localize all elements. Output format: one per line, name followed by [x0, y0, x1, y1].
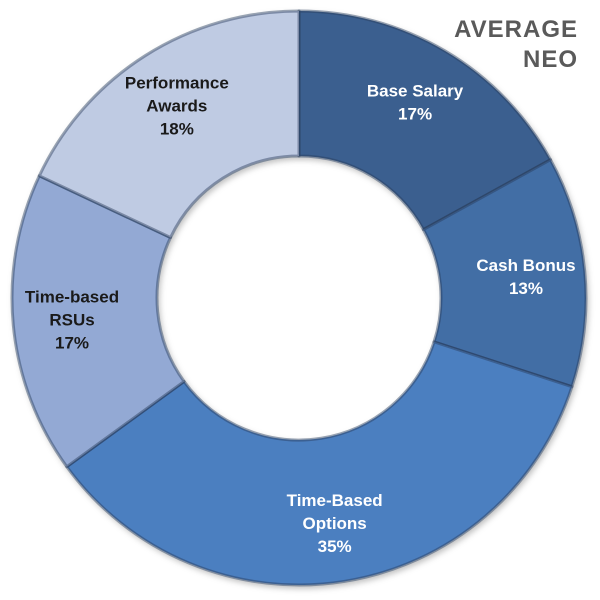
slice-4-label-line-1: Awards — [146, 96, 207, 115]
slice-3-value-label: 17% — [55, 333, 89, 352]
slice-0-label-line-0: Base Salary — [367, 81, 464, 100]
donut-slice-3 — [10, 174, 186, 469]
chart-labels: Base Salary 17% Cash Bonus 13% Time-Based Opt… — [25, 73, 576, 556]
chart-title-line-1: AVERAGE — [454, 16, 578, 43]
slice-1-label-line-0: Cash Bonus — [476, 256, 575, 275]
slice-1-value-label: 13% — [509, 279, 543, 298]
slice-2-label-line-1: Options — [303, 514, 367, 533]
donut-slice-2 — [65, 340, 574, 587]
chart-title: AVERAGE NEO — [454, 16, 578, 73]
slice-4-value-label: 18% — [160, 119, 194, 138]
slice-3-label-line-0: Time-based — [25, 287, 119, 306]
chart-title-line-2: NEO — [523, 46, 578, 73]
chart-slices — [10, 9, 588, 587]
donut-slice-0 — [297, 9, 552, 232]
slice-3-label-line-1: RSUs — [49, 310, 94, 329]
slice-0-value-label: 17% — [398, 104, 432, 123]
slice-2-label-line-0: Time-Based — [287, 491, 383, 510]
donut-slice-1 — [421, 158, 588, 389]
donut-slice-4 — [37, 9, 301, 240]
slice-4-label-line-0: Performance — [125, 73, 229, 92]
slice-2-value-label: 35% — [318, 537, 352, 556]
